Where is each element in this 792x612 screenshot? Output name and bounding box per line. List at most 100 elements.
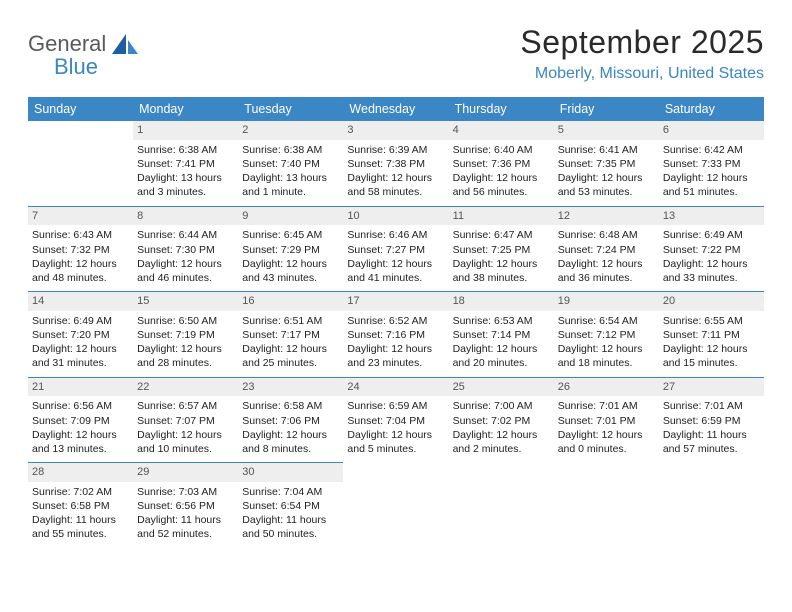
day-info-line: Sunset: 7:20 PM (32, 328, 129, 342)
day-info-line: Daylight: 12 hours and 46 minutes. (137, 257, 234, 285)
day-info-line: Sunrise: 6:49 AM (663, 228, 760, 242)
day-info-line: Daylight: 11 hours and 52 minutes. (137, 513, 234, 541)
day-cell-empty (659, 463, 764, 548)
day-info-line: Daylight: 12 hours and 33 minutes. (663, 257, 760, 285)
day-info-line: Sunrise: 6:38 AM (137, 143, 234, 157)
day-info-line: Sunrise: 6:50 AM (137, 314, 234, 328)
day-info-line: Sunset: 6:59 PM (663, 414, 760, 428)
day-info-line: Sunset: 7:07 PM (137, 414, 234, 428)
day-info-line: Sunset: 7:12 PM (558, 328, 655, 342)
column-header-sunday: Sunday (28, 97, 133, 121)
day-info-line: Sunrise: 6:42 AM (663, 143, 760, 157)
day-cell-4: 4Sunrise: 6:40 AMSunset: 7:36 PMDaylight… (449, 121, 554, 206)
day-info-line: Daylight: 12 hours and 56 minutes. (453, 171, 550, 199)
day-number: 9 (238, 207, 343, 226)
day-number: 4 (449, 121, 554, 140)
day-info-line: Sunset: 7:35 PM (558, 157, 655, 171)
day-number: 5 (554, 121, 659, 140)
day-cell-12: 12 Sunrise: 6:48 AMSunset: 7:24 PMDayligh… (554, 206, 659, 292)
day-cell-15: 15Sunrise: 6:50 AMSunset: 7:19 PMDayligh… (133, 292, 238, 378)
logo: General Blue (28, 24, 140, 78)
day-info-line: Daylight: 12 hours and 36 minutes. (558, 257, 655, 285)
day-info-line: Sunset: 7:24 PM (558, 243, 655, 257)
day-number: 10 (343, 207, 448, 226)
day-cell-29: 29Sunrise: 7:03 AMSunset: 6:56 PMDayligh… (133, 463, 238, 548)
day-cell-18: 18Sunrise: 6:53 AMSunset: 7:14 PMDayligh… (449, 292, 554, 378)
day-info-line: Sunrise: 6:57 AM (137, 399, 234, 413)
column-header-tuesday: Tuesday (238, 97, 343, 121)
day-info-line: Daylight: 11 hours and 57 minutes. (663, 428, 760, 456)
day-info-line: Sunrise: 7:04 AM (242, 485, 339, 499)
day-info-line: Sunset: 7:11 PM (663, 328, 760, 342)
day-info-line: Sunrise: 6:43 AM (32, 228, 129, 242)
column-header-friday: Friday (554, 97, 659, 121)
day-info-line: Sunset: 7:30 PM (137, 243, 234, 257)
day-cell-17: 17Sunrise: 6:52 AMSunset: 7:16 PMDayligh… (343, 292, 448, 378)
day-info-line: Sunrise: 6:45 AM (242, 228, 339, 242)
day-info-line: Daylight: 12 hours and 38 minutes. (453, 257, 550, 285)
day-number: 24 (343, 378, 448, 397)
calendar-table: SundayMondayTuesdayWednesdayThursdayFrid… (28, 97, 764, 548)
day-info-line: Sunrise: 6:53 AM (453, 314, 550, 328)
day-info-line: Sunrise: 6:58 AM (242, 399, 339, 413)
day-info-line: Daylight: 12 hours and 58 minutes. (347, 171, 444, 199)
day-cell-28: 28Sunrise: 7:02 AMSunset: 6:58 PMDayligh… (28, 463, 133, 548)
day-number: 23 (238, 378, 343, 397)
day-info-line: Sunset: 7:29 PM (242, 243, 339, 257)
day-info-line: Sunset: 7:27 PM (347, 243, 444, 257)
day-info-line: Daylight: 12 hours and 10 minutes. (137, 428, 234, 456)
day-cell-25: 25Sunrise: 7:00 AMSunset: 7:02 PMDayligh… (449, 377, 554, 463)
day-number: 14 (28, 292, 133, 311)
day-number: 12 (554, 207, 659, 226)
day-cell-14: 14Sunrise: 6:49 AMSunset: 7:20 PMDayligh… (28, 292, 133, 378)
day-number: 18 (449, 292, 554, 311)
day-cell-5: 5Sunrise: 6:41 AMSunset: 7:35 PMDaylight… (554, 121, 659, 206)
day-info-line: Daylight: 12 hours and 43 minutes. (242, 257, 339, 285)
day-number: 6 (659, 121, 764, 140)
day-info-line: Daylight: 12 hours and 0 minutes. (558, 428, 655, 456)
day-cell-16: 16Sunrise: 6:51 AMSunset: 7:17 PMDayligh… (238, 292, 343, 378)
day-number: 20 (659, 292, 764, 311)
day-info-line: Daylight: 12 hours and 2 minutes. (453, 428, 550, 456)
day-info-line: Daylight: 13 hours and 3 minutes. (137, 171, 234, 199)
day-number: 22 (133, 378, 238, 397)
day-number: 8 (133, 207, 238, 226)
day-cell-6: 6Sunrise: 6:42 AMSunset: 7:33 PMDaylight… (659, 121, 764, 206)
day-number: 19 (554, 292, 659, 311)
day-info-line: Daylight: 11 hours and 55 minutes. (32, 513, 129, 541)
day-cell-8: 8Sunrise: 6:44 AMSunset: 7:30 PMDaylight… (133, 206, 238, 292)
title-block: September 2025 Moberly, Missouri, United… (520, 24, 764, 83)
column-header-monday: Monday (133, 97, 238, 121)
day-cell-20: 20Sunrise: 6:55 AMSunset: 7:11 PMDayligh… (659, 292, 764, 378)
day-cell-9: 9 Sunrise: 6:45 AMSunset: 7:29 PMDaylight… (238, 206, 343, 292)
location-subtitle: Moberly, Missouri, United States (520, 65, 764, 83)
day-info-line: Sunset: 7:38 PM (347, 157, 444, 171)
day-info-line: Sunset: 7:19 PM (137, 328, 234, 342)
day-info-line: Sunrise: 6:59 AM (347, 399, 444, 413)
day-cell-21: 21Sunrise: 6:56 AMSunset: 7:09 PMDayligh… (28, 377, 133, 463)
day-info-line: Sunrise: 6:48 AM (558, 228, 655, 242)
day-info-line: Daylight: 12 hours and 8 minutes. (242, 428, 339, 456)
day-info-line: Sunrise: 6:38 AM (242, 143, 339, 157)
day-number: 13 (659, 207, 764, 226)
day-info-line: Sunset: 7:33 PM (663, 157, 760, 171)
page-title: September 2025 (520, 24, 764, 61)
day-number: 21 (28, 378, 133, 397)
day-info-line: Sunrise: 6:40 AM (453, 143, 550, 157)
day-cell-22: 22 Sunrise: 6:57 AMSunset: 7:07 PMDayligh… (133, 377, 238, 463)
day-number: 17 (343, 292, 448, 311)
day-info-line: Daylight: 12 hours and 13 minutes. (32, 428, 129, 456)
day-info-line: Sunset: 7:14 PM (453, 328, 550, 342)
day-number: 1 (133, 121, 238, 140)
day-number: 11 (449, 207, 554, 226)
day-info-line: Sunset: 6:58 PM (32, 499, 129, 513)
day-info-line: Sunrise: 6:39 AM (347, 143, 444, 157)
day-info-line: Daylight: 13 hours and 1 minute. (242, 171, 339, 199)
day-info-line: Sunrise: 7:01 AM (558, 399, 655, 413)
day-info-line: Sunrise: 7:00 AM (453, 399, 550, 413)
day-cell-2: 2Sunrise: 6:38 AMSunset: 7:40 PMDaylight… (238, 121, 343, 206)
day-cell-empty (28, 121, 133, 206)
day-info-line: Sunrise: 7:03 AM (137, 485, 234, 499)
day-number: 7 (28, 207, 133, 226)
day-info-line: Sunrise: 6:55 AM (663, 314, 760, 328)
